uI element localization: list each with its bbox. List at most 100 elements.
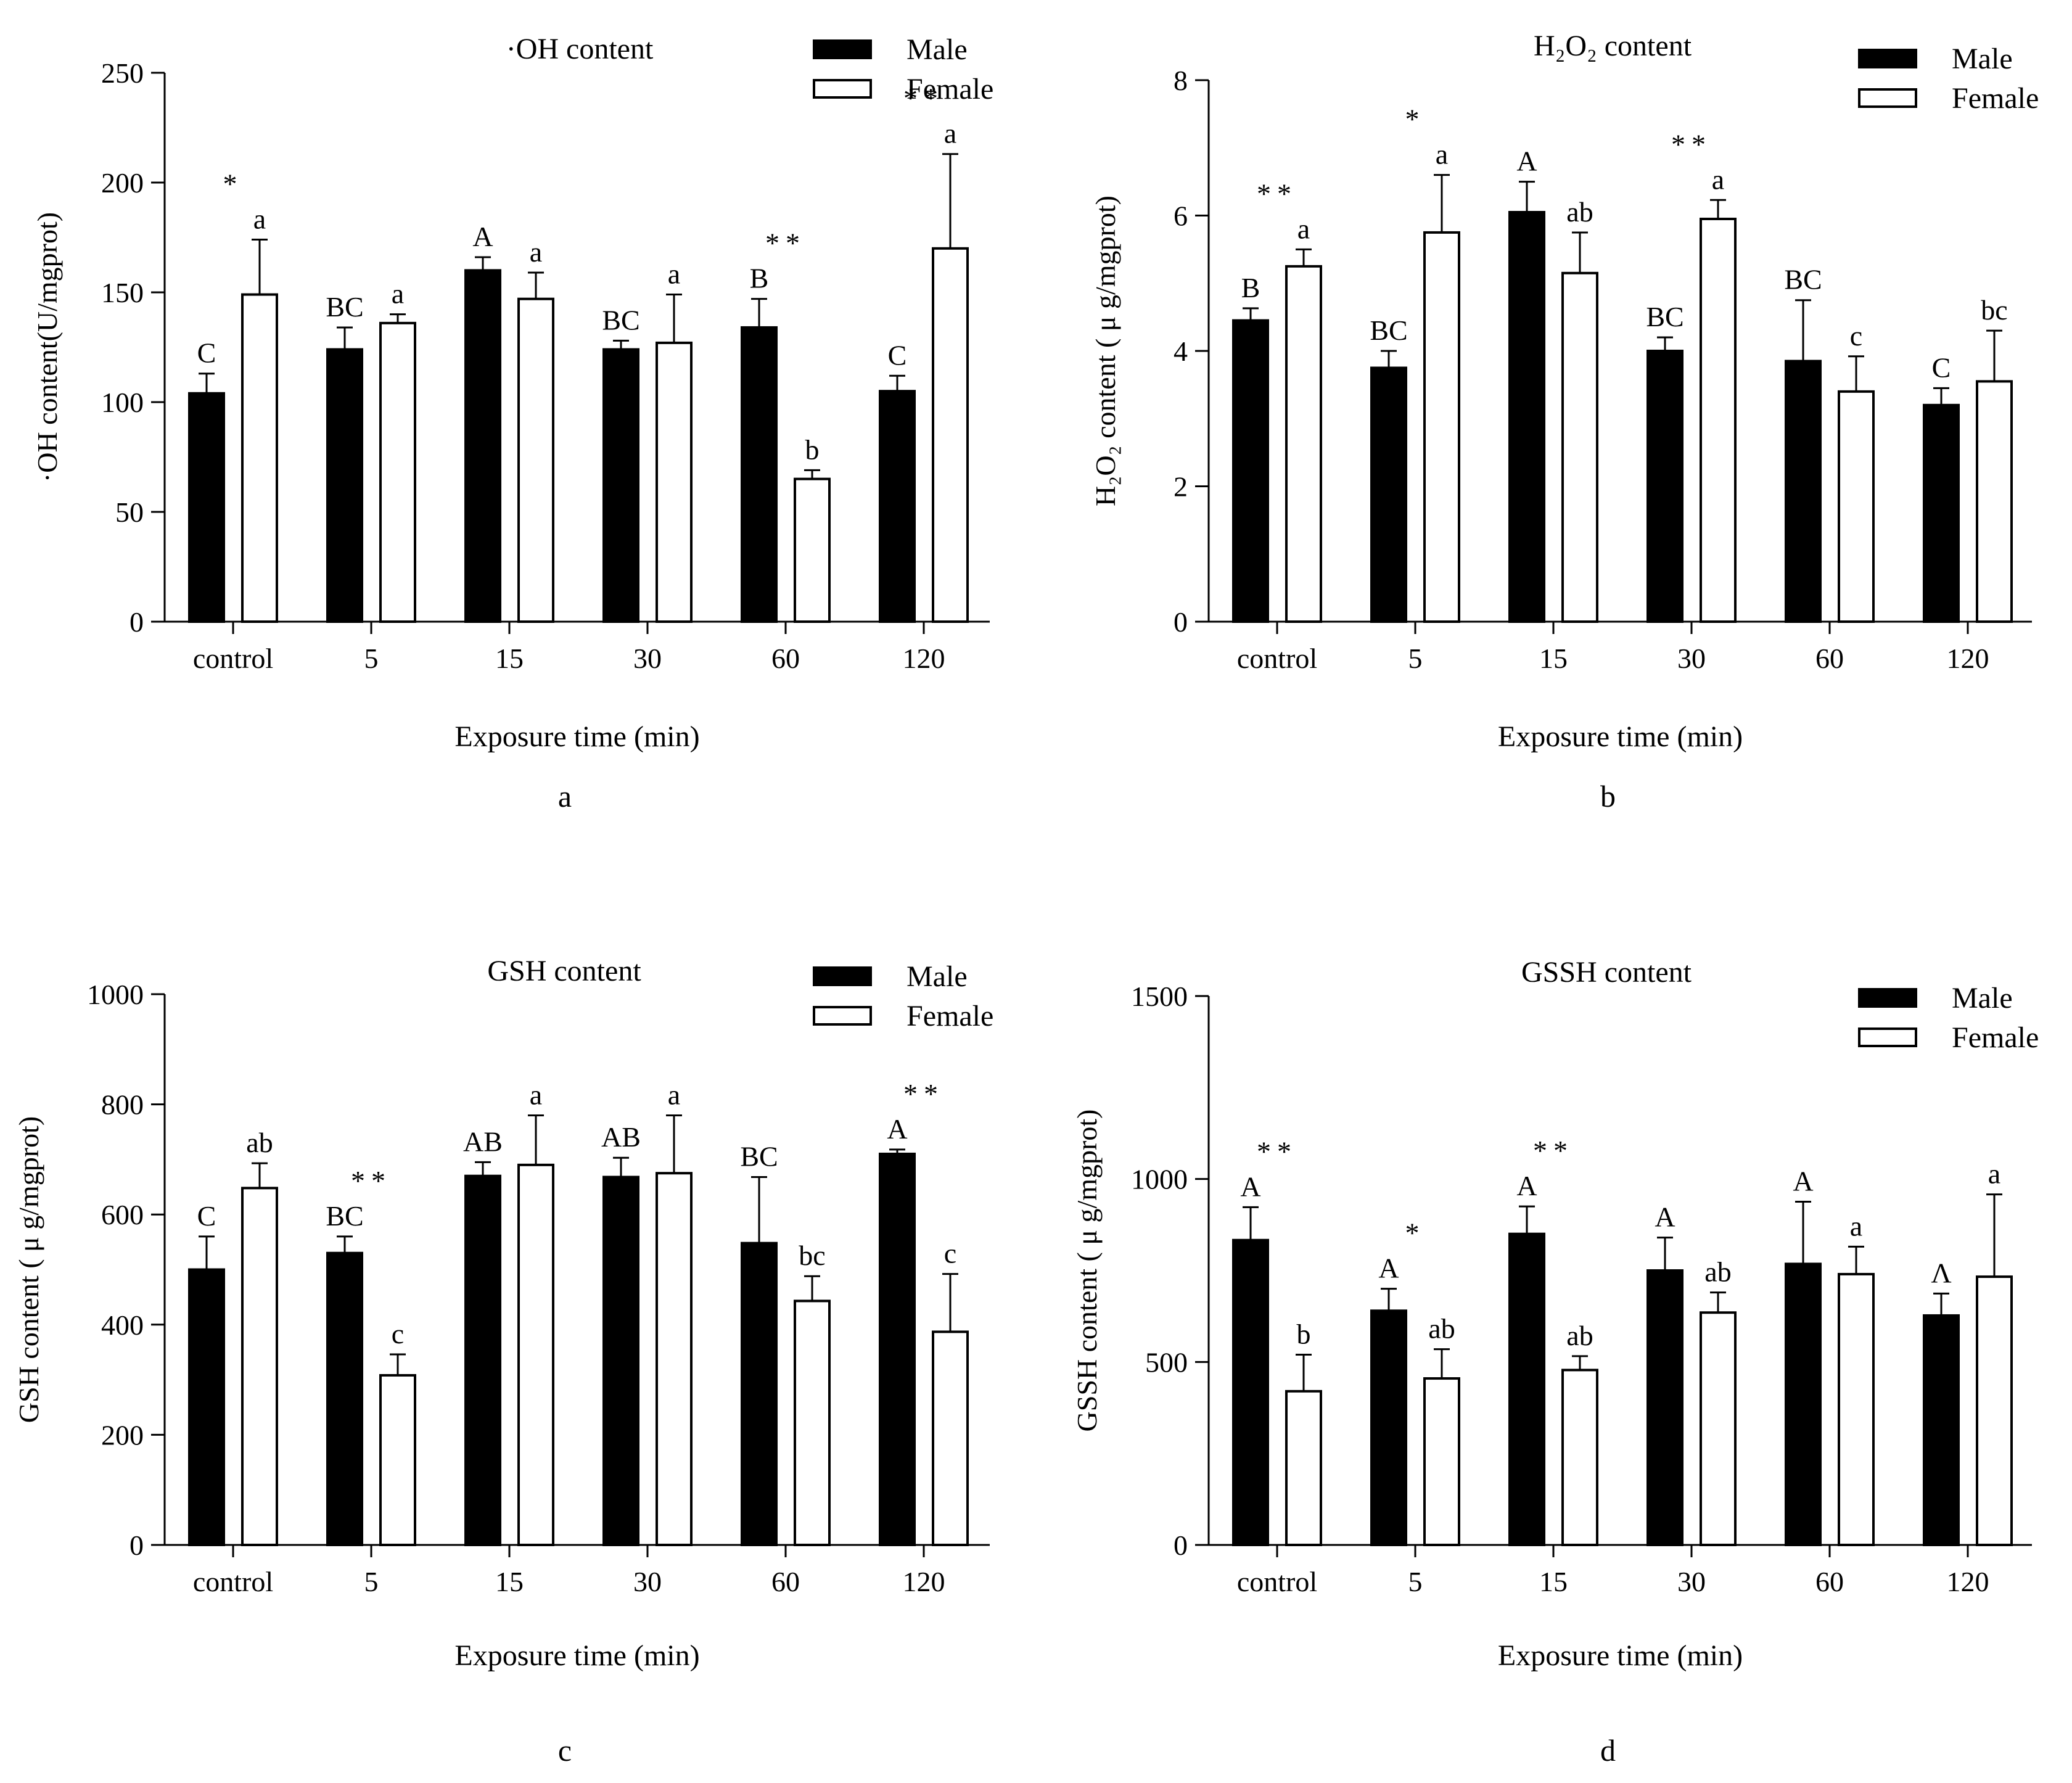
legend-swatch-male (813, 39, 872, 59)
male-letter-label: BC (602, 304, 639, 336)
x-tick-label: 5 (364, 1566, 379, 1597)
x-tick-label: 5 (1408, 1566, 1423, 1597)
significance-marker: ** (903, 83, 944, 114)
female-letter-label: bc (1981, 294, 2007, 326)
y-tick-label: 6 (1174, 200, 1188, 232)
x-axis-label: Exposure time (min) (1498, 720, 1743, 753)
chart-title: GSSH content (1521, 956, 1692, 989)
y-tick-label: 0 (1174, 1530, 1188, 1561)
bar-female (1285, 265, 1322, 623)
y-tick-label: 4 (1174, 336, 1188, 367)
panel-label: b (1600, 779, 1616, 813)
bar-male (188, 392, 225, 623)
y-axis-label: GSH content ( μ g/mgprot) (13, 1116, 44, 1423)
x-tick-label: 120 (1947, 643, 1989, 674)
legend-label-male: Male (906, 960, 968, 993)
chart-panel-a: ·OH content 0 50 100 150 200 250 ·OH content(U/… (31, 33, 993, 813)
bar-female (517, 297, 554, 623)
bar-male (1785, 1262, 1822, 1547)
bar-female (517, 1163, 554, 1546)
x-tick-label: 15 (1539, 643, 1568, 674)
x-tick-label: 60 (771, 643, 800, 674)
bar-male (1232, 1238, 1269, 1546)
female-letter-label: ab (1566, 196, 1593, 228)
bar-female (1976, 1275, 2013, 1546)
bar-male (1508, 211, 1545, 623)
x-tick-label: 15 (1539, 1566, 1568, 1597)
female-letter-label: a (1297, 213, 1310, 244)
y-tick-label: 2 (1174, 471, 1188, 503)
bar-female (794, 477, 831, 623)
male-letter-label: C (1932, 352, 1951, 383)
x-tick-label: 15 (495, 643, 524, 674)
y-tick-label: 500 (1145, 1346, 1188, 1378)
bar-female (932, 1330, 969, 1546)
bar-female (794, 1299, 831, 1546)
bar-female (241, 293, 278, 623)
y-axis-label: H₂O₂ content ( μ g/mgprot) (1090, 196, 1121, 506)
bar-female (1561, 1369, 1598, 1547)
bar-male (879, 390, 916, 623)
x-tick-label: 60 (1815, 643, 1844, 674)
x-tick-label: 5 (364, 643, 379, 674)
female-letter-label: c (392, 1318, 404, 1349)
bar-male (1508, 1232, 1545, 1546)
female-letter-label: a (1850, 1210, 1862, 1242)
male-letter-label: A (1240, 1171, 1260, 1202)
bar-male (741, 326, 778, 624)
bar-male (1923, 403, 1960, 623)
female-letter-label: a (668, 258, 680, 290)
legend-swatch-female (813, 79, 872, 99)
y-tick-label: 250 (101, 57, 144, 89)
chart-title: ·OH content (506, 33, 654, 65)
x-tick-label: 120 (1947, 1566, 1989, 1597)
bar-female (1700, 217, 1737, 623)
y-tick-label: 1500 (1131, 981, 1188, 1012)
y-tick-label: 50 (115, 496, 144, 528)
female-letter-label: ab (1428, 1313, 1455, 1344)
female-letter-label: a (1988, 1158, 2000, 1190)
bar-male (879, 1152, 916, 1546)
legend-swatch-male (1858, 988, 1917, 1008)
bar-male (326, 348, 363, 623)
bar-male (1646, 350, 1684, 623)
male-letter-label: BC (1784, 264, 1822, 295)
legend-label-female: Female (1952, 82, 2039, 115)
male-letter-label: AB (601, 1121, 641, 1153)
male-letter-label: A (1378, 1253, 1399, 1284)
female-letter-label: ab (246, 1127, 273, 1158)
bar-female (1976, 380, 2013, 623)
x-tick-label: control (1237, 1566, 1317, 1597)
y-tick-label: 0 (130, 606, 144, 638)
legend-label-female: Female (906, 1000, 993, 1032)
female-letter-label: b (805, 434, 820, 465)
legend-swatch-female (813, 1006, 872, 1026)
male-letter-label: C (197, 1200, 216, 1232)
bar-male (1923, 1314, 1960, 1546)
y-tick-label: 100 (101, 387, 144, 418)
bar-male (602, 348, 639, 623)
male-letter-label: B (750, 263, 769, 294)
male-letter-label: A (887, 1113, 907, 1145)
y-tick-label: 0 (130, 1530, 144, 1561)
male-letter-label: B (1241, 272, 1260, 303)
bar-male (741, 1242, 778, 1546)
x-tick-label: control (193, 643, 273, 674)
male-letter-label: A (1516, 146, 1537, 177)
x-tick-label: control (1237, 643, 1317, 674)
significance-marker: ** (351, 1165, 392, 1196)
legend-swatch-male (813, 966, 872, 986)
legend-swatch-female (1858, 1027, 1917, 1047)
female-letter-label: c (944, 1238, 956, 1269)
female-letter-label: a (668, 1079, 680, 1110)
x-axis-label: Exposure time (min) (454, 720, 699, 753)
significance-marker: * (1405, 104, 1426, 135)
bar-male (464, 1174, 501, 1546)
chart-panel-c: GSH content 0 200 400 600 800 1000 GSH content … (13, 955, 993, 1768)
bar-female (1423, 1377, 1460, 1547)
y-axis-label: GSSH content ( μ g/mgprot) (1071, 1110, 1103, 1432)
legend-swatch-male (1858, 49, 1917, 68)
y-tick-label: 150 (101, 277, 144, 308)
bar-male (602, 1176, 639, 1546)
